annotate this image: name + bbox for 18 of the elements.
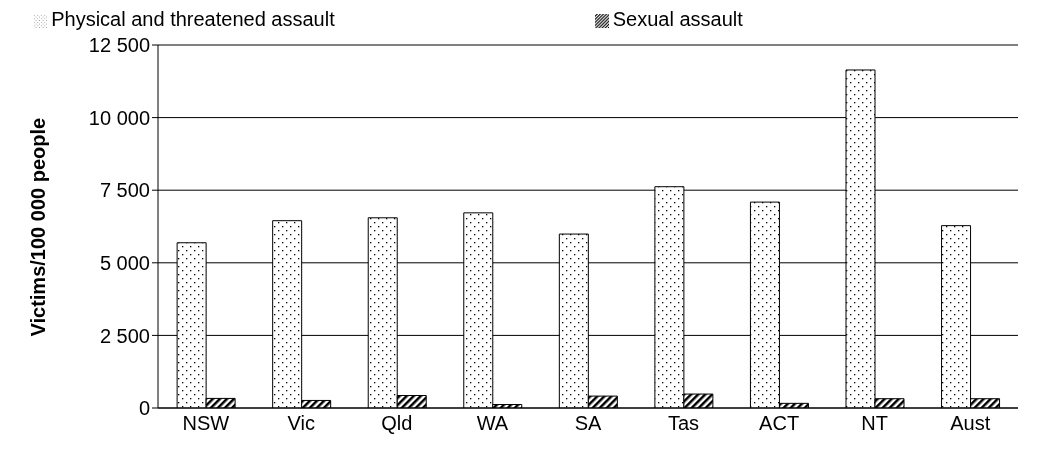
x-tick-label: Aust — [950, 412, 991, 435]
x-tick-label: ACT — [759, 412, 800, 435]
x-tick-label: SA — [574, 412, 602, 435]
x-tick-label: NSW — [182, 412, 230, 435]
legend-label: Physical and threatened assault — [51, 8, 335, 30]
y-axis-title: Victims/100 000 people — [27, 117, 50, 337]
x-tick-label: Tas — [667, 412, 700, 435]
legend-label: Sexual assault — [612, 8, 743, 30]
x-tick-label: Vic — [287, 412, 316, 435]
y-tick-label: 5 000 — [99, 251, 150, 274]
y-tick-label: 2 500 — [99, 324, 150, 347]
y-tick-label: 10 000 — [88, 106, 150, 129]
x-tick-label: WA — [476, 412, 509, 435]
x-tick-label: Qld — [381, 412, 413, 435]
x-tick-label: NT — [861, 412, 888, 435]
y-tick-label: 7 500 — [99, 179, 150, 202]
y-tick-label: 0 — [138, 397, 150, 420]
y-tick-label: 12 500 — [88, 34, 150, 57]
